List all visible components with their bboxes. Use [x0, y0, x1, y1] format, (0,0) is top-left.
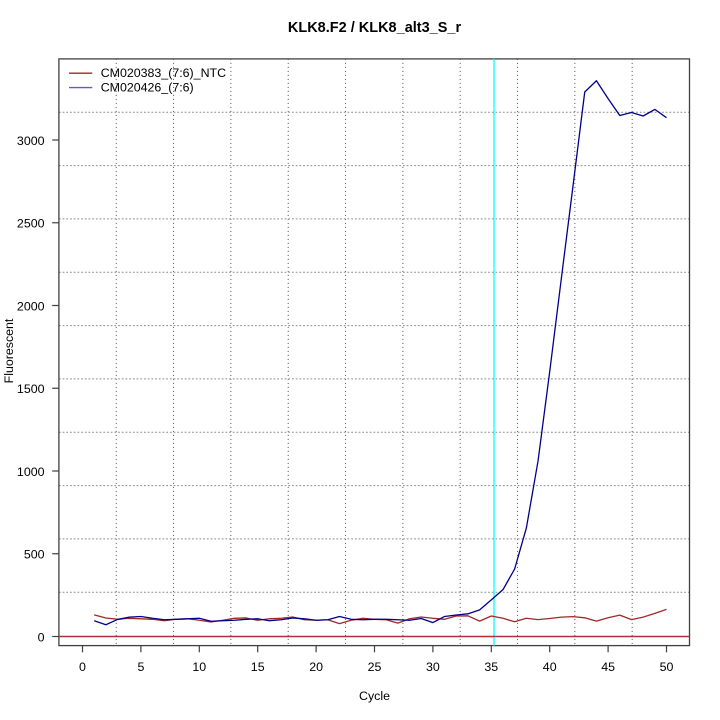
- svg-text:45: 45: [601, 660, 615, 674]
- svg-text:0: 0: [79, 660, 86, 674]
- svg-text:1500: 1500: [17, 382, 45, 396]
- svg-text:500: 500: [24, 548, 45, 562]
- svg-text:KLK8.F2 / KLK8_alt3_S_r: KLK8.F2 / KLK8_alt3_S_r: [288, 20, 462, 36]
- svg-text:50: 50: [660, 660, 674, 674]
- svg-text:20: 20: [309, 660, 323, 674]
- svg-text:15: 15: [251, 660, 265, 674]
- svg-text:Fluorescent: Fluorescent: [2, 318, 16, 383]
- svg-text:10: 10: [192, 660, 206, 674]
- svg-text:2000: 2000: [17, 299, 45, 313]
- svg-text:2500: 2500: [17, 217, 45, 231]
- svg-text:1000: 1000: [17, 465, 45, 479]
- svg-text:Cycle: Cycle: [359, 689, 390, 703]
- svg-text:30: 30: [426, 660, 440, 674]
- svg-text:3000: 3000: [17, 134, 45, 148]
- svg-text:0: 0: [38, 630, 45, 644]
- svg-text:5: 5: [137, 660, 144, 674]
- svg-text:CM020383_(7:6)_NTC: CM020383_(7:6)_NTC: [101, 66, 226, 80]
- svg-text:25: 25: [368, 660, 382, 674]
- svg-text:40: 40: [543, 660, 557, 674]
- svg-text:35: 35: [484, 660, 498, 674]
- svg-text:CM020426_(7:6): CM020426_(7:6): [101, 81, 194, 95]
